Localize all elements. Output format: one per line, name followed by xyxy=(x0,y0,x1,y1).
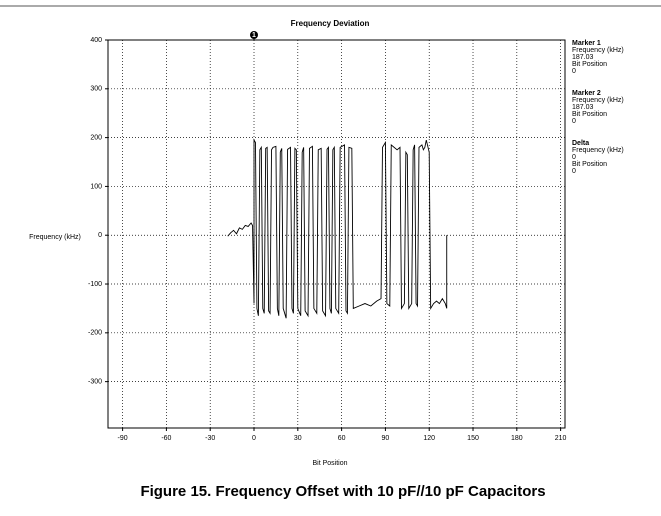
marker-frequency-label: Frequency (kHz) xyxy=(572,97,624,104)
x-tick-label: 180 xyxy=(511,435,523,442)
y-tick-label: 400 xyxy=(90,37,102,44)
marker-flag xyxy=(250,31,259,39)
y-tick-label: -300 xyxy=(88,378,102,385)
y-tick-label: -100 xyxy=(88,281,102,288)
marker-flag-label: 1 xyxy=(252,32,256,39)
y-tick-label: 200 xyxy=(90,134,102,141)
x-tick-label: 30 xyxy=(294,435,302,442)
y-tick-label: 0 xyxy=(98,232,102,239)
marker-frequency: 187.03 xyxy=(572,104,594,111)
x-tick-label: -30 xyxy=(205,435,215,442)
caption: Figure 15. Frequency Offset with 10 pF//… xyxy=(140,483,545,500)
marker-name: Marker 2 xyxy=(572,90,601,97)
x-tick-label: 90 xyxy=(382,435,390,442)
x-tick-label: 0 xyxy=(252,435,256,442)
x-tick-label: 150 xyxy=(467,435,479,442)
x-axis-label: Bit Position xyxy=(312,460,347,467)
x-tick-label: 210 xyxy=(555,435,567,442)
marker-frequency-label: Frequency (kHz) xyxy=(572,47,624,54)
x-tick-label: 120 xyxy=(423,435,435,442)
x-tick-label: 60 xyxy=(338,435,346,442)
marker-position: 0 xyxy=(572,68,576,75)
marker-frequency-label: Frequency (kHz) xyxy=(572,147,624,154)
y-tick-label: -200 xyxy=(88,330,102,337)
x-tick-label: -90 xyxy=(118,435,128,442)
marker-position: 0 xyxy=(572,168,576,175)
marker-position-label: Bit Position xyxy=(572,161,607,168)
plot-frame xyxy=(107,39,566,429)
x-tick-label: -60 xyxy=(161,435,171,442)
y-tick-label: 100 xyxy=(90,183,102,190)
y-axis-label: Frequency (kHz) xyxy=(29,234,81,241)
chart-title: Frequency Deviation xyxy=(291,19,370,28)
marker-name: Delta xyxy=(572,140,589,147)
marker-position: 0 xyxy=(572,118,576,125)
marker-frequency: 187.03 xyxy=(572,54,594,61)
marker-name: Marker 1 xyxy=(572,40,601,47)
marker-frequency: 0 xyxy=(572,154,576,161)
marker-position-label: Bit Position xyxy=(572,111,607,118)
y-tick-label: 300 xyxy=(90,86,102,93)
marker-position-label: Bit Position xyxy=(572,61,607,68)
data-line xyxy=(227,138,448,319)
